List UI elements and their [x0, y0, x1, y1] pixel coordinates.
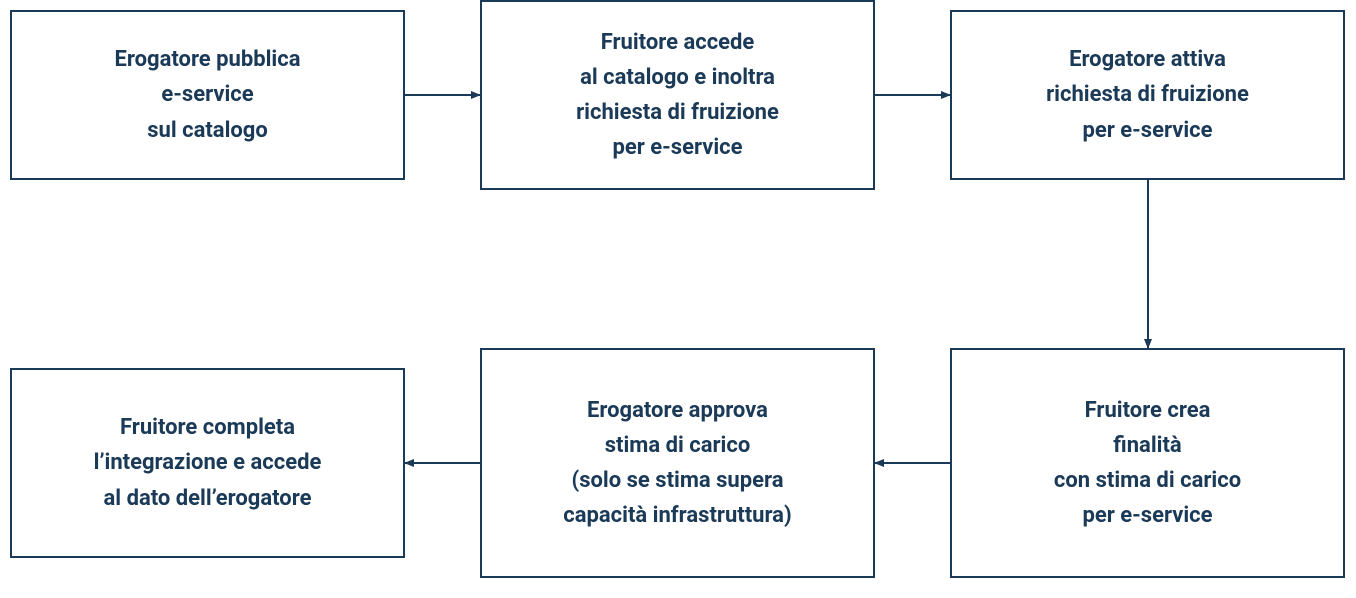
node-text-line: al catalogo e inoltra — [576, 60, 779, 95]
node-text-line: al dato dell’erogatore — [94, 481, 322, 516]
node-text-line: per e-service — [576, 130, 779, 165]
node-text-line: per e-service — [1054, 498, 1241, 533]
flowchart-node-n3: Erogatore attivarichiesta di fruizionepe… — [950, 10, 1345, 180]
node-text-line: con stima di carico — [1054, 463, 1241, 498]
node-text-line: richiesta di fruizione — [576, 95, 779, 130]
flowchart-canvas: Erogatore pubblicae-servicesul catalogo F… — [0, 0, 1356, 598]
flowchart-node-n2: Fruitore accedeal catalogo e inoltrarich… — [480, 0, 875, 190]
node-text-line: l’integrazione e accede — [94, 445, 322, 480]
node-text-line: Fruitore accede — [576, 25, 779, 60]
node-text-line: per e-service — [1046, 113, 1249, 148]
node-text-line: e-service — [115, 77, 301, 112]
node-text-line: sul catalogo — [115, 113, 301, 148]
node-text-line: Erogatore attiva — [1046, 42, 1249, 77]
node-text-line: (solo se stima supera — [563, 463, 791, 498]
node-text-line: stima di carico — [563, 428, 791, 463]
node-text-line: Fruitore completa — [94, 410, 322, 445]
flowchart-node-n4: Fruitore creafinalitàcon stima di carico… — [950, 348, 1345, 578]
node-text-line: Erogatore pubblica — [115, 42, 301, 77]
node-text-line: finalità — [1054, 428, 1241, 463]
node-text-line: richiesta di fruizione — [1046, 77, 1249, 112]
flowchart-node-n6: Fruitore completal’integrazione e accede… — [10, 368, 405, 558]
flowchart-node-n5: Erogatore approvastima di carico(solo se… — [480, 348, 875, 578]
flowchart-node-n1: Erogatore pubblicae-servicesul catalogo — [10, 10, 405, 180]
node-text-line: Fruitore crea — [1054, 393, 1241, 428]
node-text-line: capacità infrastruttura) — [563, 498, 791, 533]
node-text-line: Erogatore approva — [563, 393, 791, 428]
